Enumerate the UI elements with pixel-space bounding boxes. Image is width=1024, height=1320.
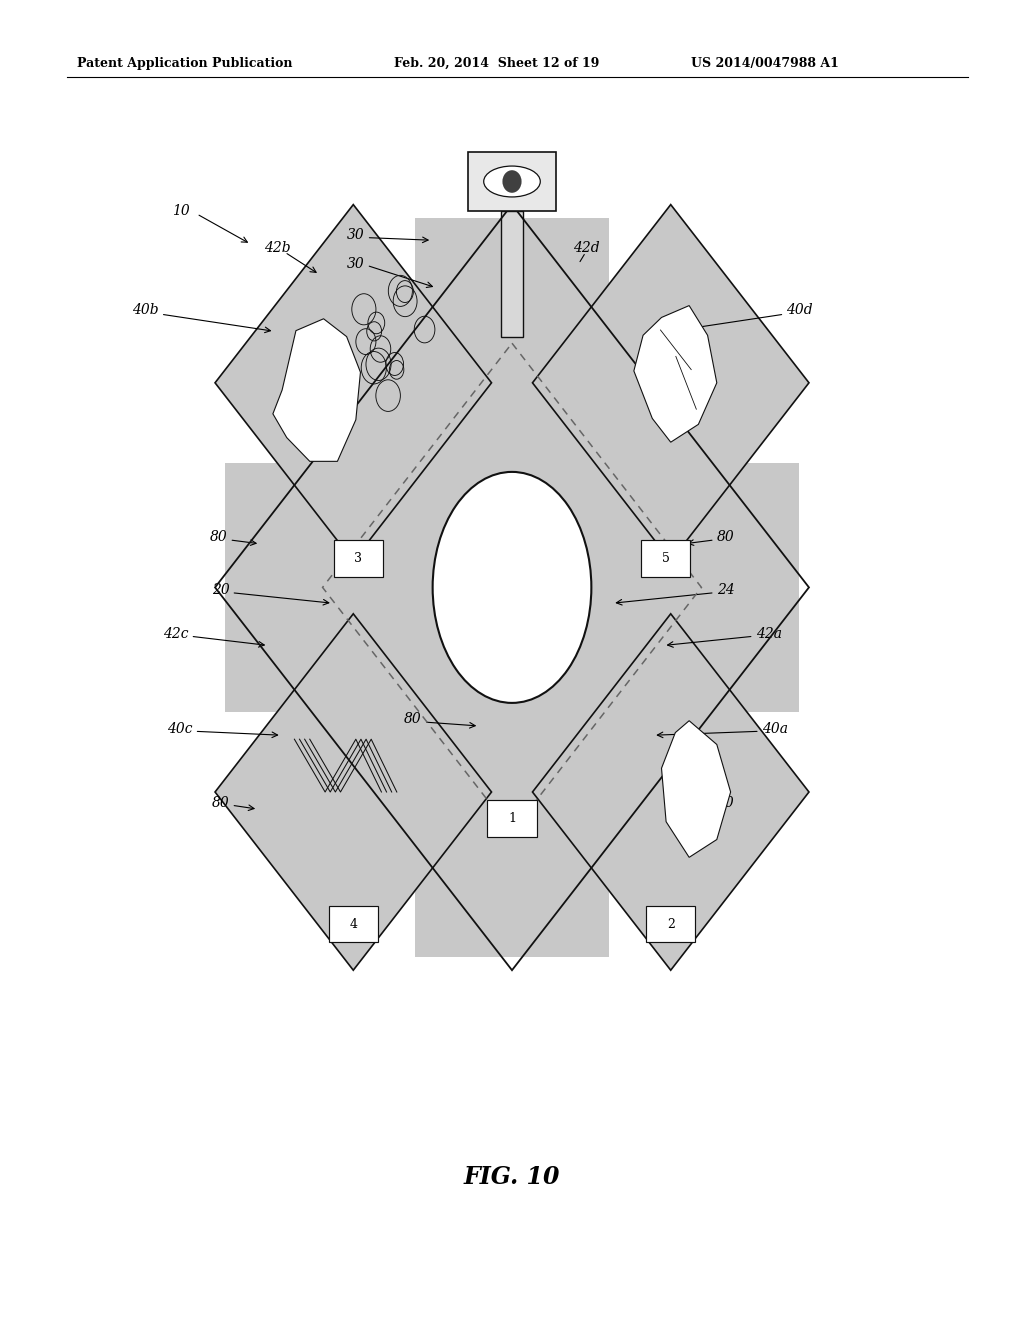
Text: FIG. 10: FIG. 10 [464, 1166, 560, 1189]
Ellipse shape [483, 166, 541, 197]
Bar [487, 800, 537, 837]
Polygon shape [634, 305, 717, 442]
Text: US 2014/0047988 A1: US 2014/0047988 A1 [691, 57, 839, 70]
Polygon shape [272, 318, 360, 461]
Text: 10: 10 [172, 205, 189, 218]
Text: 24: 24 [717, 583, 734, 597]
Polygon shape [215, 614, 492, 970]
Polygon shape [416, 218, 608, 957]
Bar [334, 540, 383, 577]
Text: Feb. 20, 2014  Sheet 12 of 19: Feb. 20, 2014 Sheet 12 of 19 [394, 57, 600, 70]
Text: 30: 30 [347, 257, 365, 271]
Text: 30: 30 [347, 228, 365, 242]
Bar [641, 540, 690, 577]
Text: 40a: 40a [762, 722, 787, 735]
Text: 42c: 42c [163, 627, 188, 640]
Text: 80: 80 [404, 713, 422, 726]
Polygon shape [662, 721, 731, 858]
Bar [646, 906, 695, 942]
Polygon shape [225, 462, 799, 713]
Text: Patent Application Publication: Patent Application Publication [77, 57, 292, 70]
Text: 1: 1 [508, 812, 516, 825]
Text: 2: 2 [667, 917, 675, 931]
Polygon shape [361, 393, 663, 781]
Text: 5: 5 [662, 552, 670, 565]
Text: 42b: 42b [264, 242, 291, 255]
Polygon shape [215, 205, 492, 561]
Bar [501, 211, 523, 337]
Text: 40c: 40c [167, 722, 193, 735]
Text: 42a: 42a [756, 627, 781, 640]
Bar [469, 152, 555, 211]
Polygon shape [532, 614, 809, 970]
Text: 4: 4 [349, 917, 357, 931]
Text: 80: 80 [212, 796, 229, 809]
Text: 80: 80 [210, 531, 227, 544]
Text: 42d: 42d [573, 242, 600, 255]
Text: 80: 80 [717, 796, 734, 809]
Text: 40b: 40b [132, 304, 159, 317]
Text: 70: 70 [473, 189, 490, 202]
Polygon shape [532, 205, 809, 561]
Text: 40d: 40d [786, 304, 813, 317]
Ellipse shape [503, 170, 521, 193]
Text: 80: 80 [717, 531, 734, 544]
Text: 3: 3 [354, 552, 362, 565]
Text: 20: 20 [212, 583, 229, 597]
Bar [329, 906, 378, 942]
Ellipse shape [432, 471, 592, 702]
